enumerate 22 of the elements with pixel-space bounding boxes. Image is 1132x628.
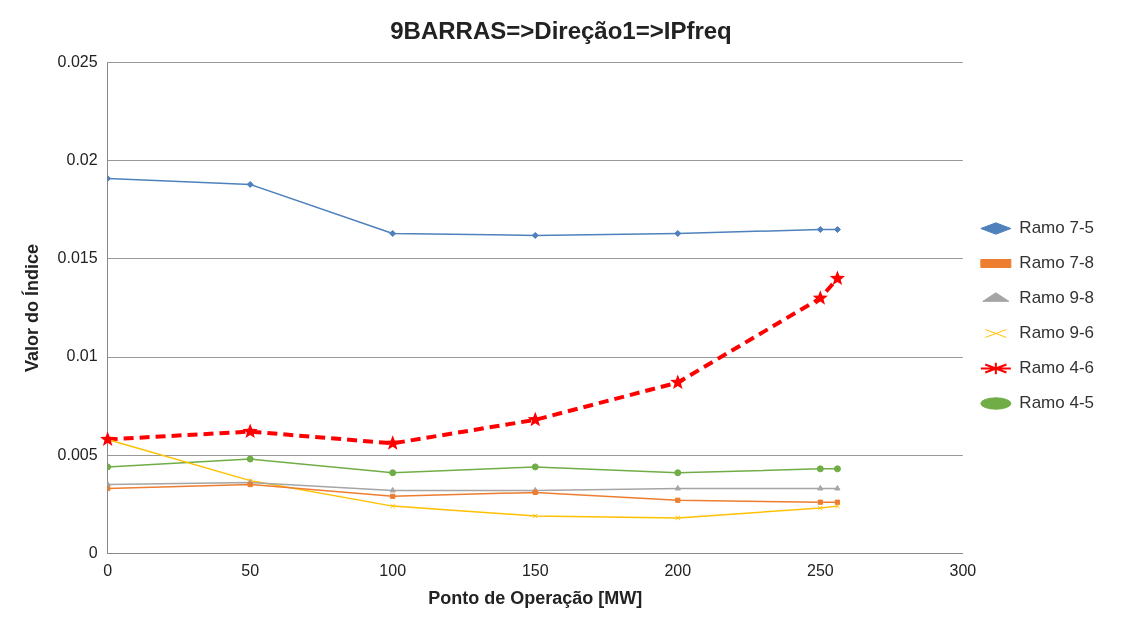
y-tick-label: 0.02	[66, 151, 98, 169]
x-axis-title: Ponto de Operação [MW]	[428, 588, 643, 609]
x-tick-label: 0	[103, 562, 113, 580]
y-axis-title: Valor do Índice	[20, 243, 42, 373]
legend-label: Ramo 9-8	[1019, 288, 1094, 308]
y-tick-label: 0.01	[66, 347, 98, 365]
x-tick-label: 100	[379, 562, 407, 580]
legend-label: Ramo 4-6	[1019, 358, 1094, 378]
x-tick-label: 150	[521, 562, 549, 580]
y-tick-label: 0.025	[57, 53, 98, 71]
x-tick-label: 50	[241, 562, 260, 580]
legend-label: Ramo 9-6	[1019, 323, 1094, 343]
y-tick-label: 0.005	[57, 445, 98, 463]
legend-label: Ramo 7-8	[1019, 253, 1094, 273]
x-tick-label: 300	[949, 562, 977, 580]
x-tick-label: 250	[806, 562, 834, 580]
chart-title: 9BARRAS=>Direção1=>IPfreq	[390, 17, 732, 45]
y-tick-label: 0	[88, 543, 98, 561]
legend-label: Ramo 4-5	[1019, 393, 1094, 413]
legend-label: Ramo 7-5	[1019, 218, 1094, 238]
y-tick-label: 0.015	[57, 249, 98, 267]
x-tick-label: 200	[664, 562, 692, 580]
